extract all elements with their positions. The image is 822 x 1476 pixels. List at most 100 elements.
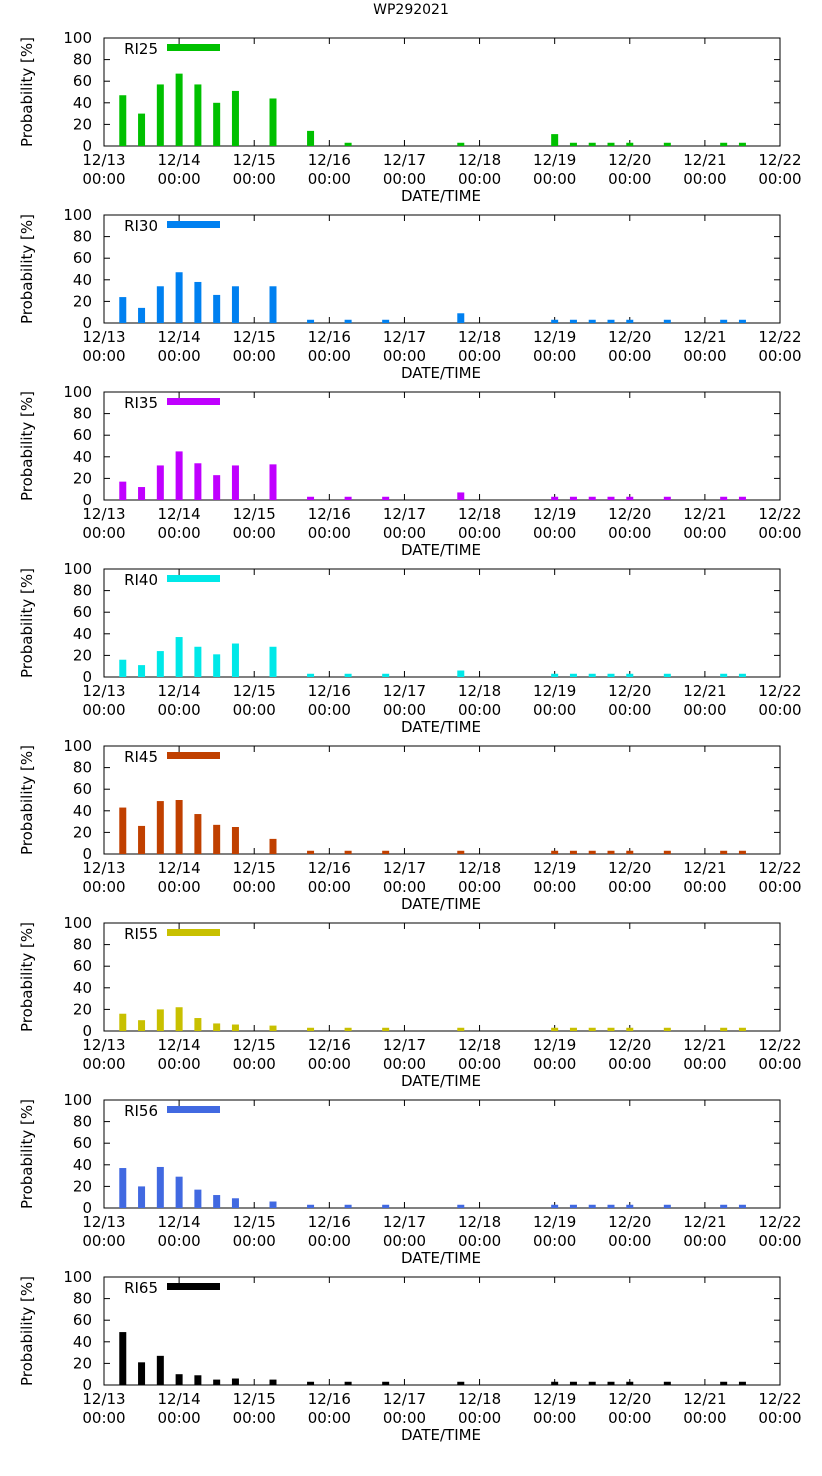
bar — [551, 496, 559, 500]
x-tick-time-label: 00:00 — [758, 1409, 801, 1427]
x-tick-time-label: 00:00 — [82, 347, 125, 365]
x-tick-date-label: 12/21 — [683, 859, 726, 877]
bar — [269, 838, 277, 854]
bar — [720, 850, 728, 854]
y-tick-label: 20 — [73, 1177, 92, 1195]
panel-ri25: 02040608010012/1300:0012/1400:0012/1500:… — [18, 29, 802, 205]
bar — [344, 1381, 352, 1385]
y-tick-label: 100 — [63, 1091, 92, 1109]
bar — [119, 481, 127, 500]
bar — [344, 1204, 352, 1208]
x-tick-date-label: 12/18 — [458, 859, 501, 877]
bar — [231, 1198, 239, 1208]
bar — [382, 319, 390, 323]
x-tick-time-label: 00:00 — [683, 1232, 726, 1250]
x-tick-time-label: 00:00 — [157, 170, 200, 188]
x-tick-date-label: 12/18 — [458, 682, 501, 700]
x-tick-time-label: 00:00 — [383, 524, 426, 542]
bar — [119, 1332, 127, 1385]
bar — [551, 673, 559, 677]
x-tick-date-label: 12/13 — [82, 1036, 125, 1054]
x-tick-time-label: 00:00 — [308, 1055, 351, 1073]
x-tick-time-label: 00:00 — [458, 1055, 501, 1073]
x-tick-time-label: 00:00 — [157, 1409, 200, 1427]
legend-swatch — [167, 1106, 220, 1113]
x-tick-date-label: 12/22 — [758, 328, 801, 346]
x-tick-time-label: 00:00 — [157, 1055, 200, 1073]
y-tick-label: 0 — [82, 1199, 92, 1217]
y-tick-label: 80 — [73, 1290, 92, 1308]
bar — [457, 492, 465, 500]
bar — [457, 313, 465, 323]
x-tick-date-label: 12/19 — [533, 1036, 576, 1054]
x-tick-date-label: 12/21 — [683, 1390, 726, 1408]
x-tick-date-label: 12/19 — [533, 151, 576, 169]
x-tick-date-label: 12/22 — [758, 1390, 801, 1408]
bar — [626, 1204, 634, 1208]
x-tick-date-label: 12/14 — [157, 1213, 200, 1231]
bar — [175, 73, 183, 146]
bar — [194, 814, 202, 854]
bar — [194, 463, 202, 500]
bar — [663, 496, 671, 500]
bar — [175, 1176, 183, 1208]
x-tick-time-label: 00:00 — [233, 1409, 276, 1427]
x-tick-date-label: 12/19 — [533, 505, 576, 523]
y-tick-label: 20 — [73, 469, 92, 487]
x-tick-time-label: 00:00 — [308, 170, 351, 188]
bar — [457, 142, 465, 146]
x-tick-time-label: 00:00 — [458, 524, 501, 542]
x-tick-time-label: 00:00 — [82, 524, 125, 542]
bar — [194, 84, 202, 146]
legend-label: RI55 — [124, 925, 158, 943]
bar — [194, 1018, 202, 1031]
x-tick-time-label: 00:00 — [533, 701, 576, 719]
bar — [307, 130, 315, 146]
x-tick-time-label: 00:00 — [233, 878, 276, 896]
panel-ri30: 02040608010012/1300:0012/1400:0012/1500:… — [18, 206, 802, 382]
bar — [307, 496, 315, 500]
x-tick-date-label: 12/16 — [308, 1036, 351, 1054]
legend-swatch — [167, 1283, 220, 1290]
x-tick-date-label: 12/16 — [308, 328, 351, 346]
x-tick-date-label: 12/19 — [533, 328, 576, 346]
x-tick-date-label: 12/14 — [157, 682, 200, 700]
bar — [607, 319, 615, 323]
bar — [607, 1204, 615, 1208]
x-tick-time-label: 00:00 — [157, 347, 200, 365]
x-tick-time-label: 00:00 — [533, 1409, 576, 1427]
x-tick-time-label: 00:00 — [758, 701, 801, 719]
x-tick-time-label: 00:00 — [383, 1232, 426, 1250]
bar — [231, 643, 239, 677]
x-tick-time-label: 00:00 — [758, 170, 801, 188]
x-tick-date-label: 12/15 — [233, 151, 276, 169]
x-tick-date-label: 12/14 — [157, 859, 200, 877]
x-tick-time-label: 00:00 — [458, 878, 501, 896]
x-tick-time-label: 00:00 — [82, 701, 125, 719]
x-tick-time-label: 00:00 — [608, 878, 651, 896]
x-tick-date-label: 12/16 — [308, 1390, 351, 1408]
x-tick-date-label: 12/22 — [758, 1213, 801, 1231]
x-tick-date-label: 12/19 — [533, 1390, 576, 1408]
y-tick-label: 100 — [63, 737, 92, 755]
y-tick-label: 20 — [73, 292, 92, 310]
bar — [738, 1381, 746, 1385]
x-tick-time-label: 00:00 — [383, 1409, 426, 1427]
x-tick-date-label: 12/18 — [458, 1213, 501, 1231]
bar — [607, 142, 615, 146]
panel-ri65: 02040608010012/1300:0012/1400:0012/1500:… — [18, 1268, 802, 1444]
bar — [738, 850, 746, 854]
bar — [269, 1025, 277, 1031]
y-tick-label: 40 — [73, 1333, 92, 1351]
bar — [738, 1204, 746, 1208]
bar — [720, 1027, 728, 1031]
legend-label: RI35 — [124, 394, 158, 412]
x-tick-date-label: 12/21 — [683, 1213, 726, 1231]
panel-ri55: 02040608010012/1300:0012/1400:0012/1500:… — [18, 914, 802, 1090]
x-tick-date-label: 12/20 — [608, 505, 651, 523]
y-tick-label: 40 — [73, 1156, 92, 1174]
y-tick-label: 80 — [73, 51, 92, 69]
x-tick-date-label: 12/17 — [383, 1213, 426, 1231]
bar — [175, 637, 183, 677]
plot-frame — [103, 1276, 781, 1386]
